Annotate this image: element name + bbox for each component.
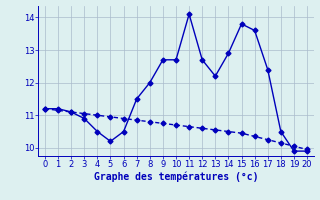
X-axis label: Graphe des températures (°c): Graphe des températures (°c) xyxy=(94,172,258,182)
